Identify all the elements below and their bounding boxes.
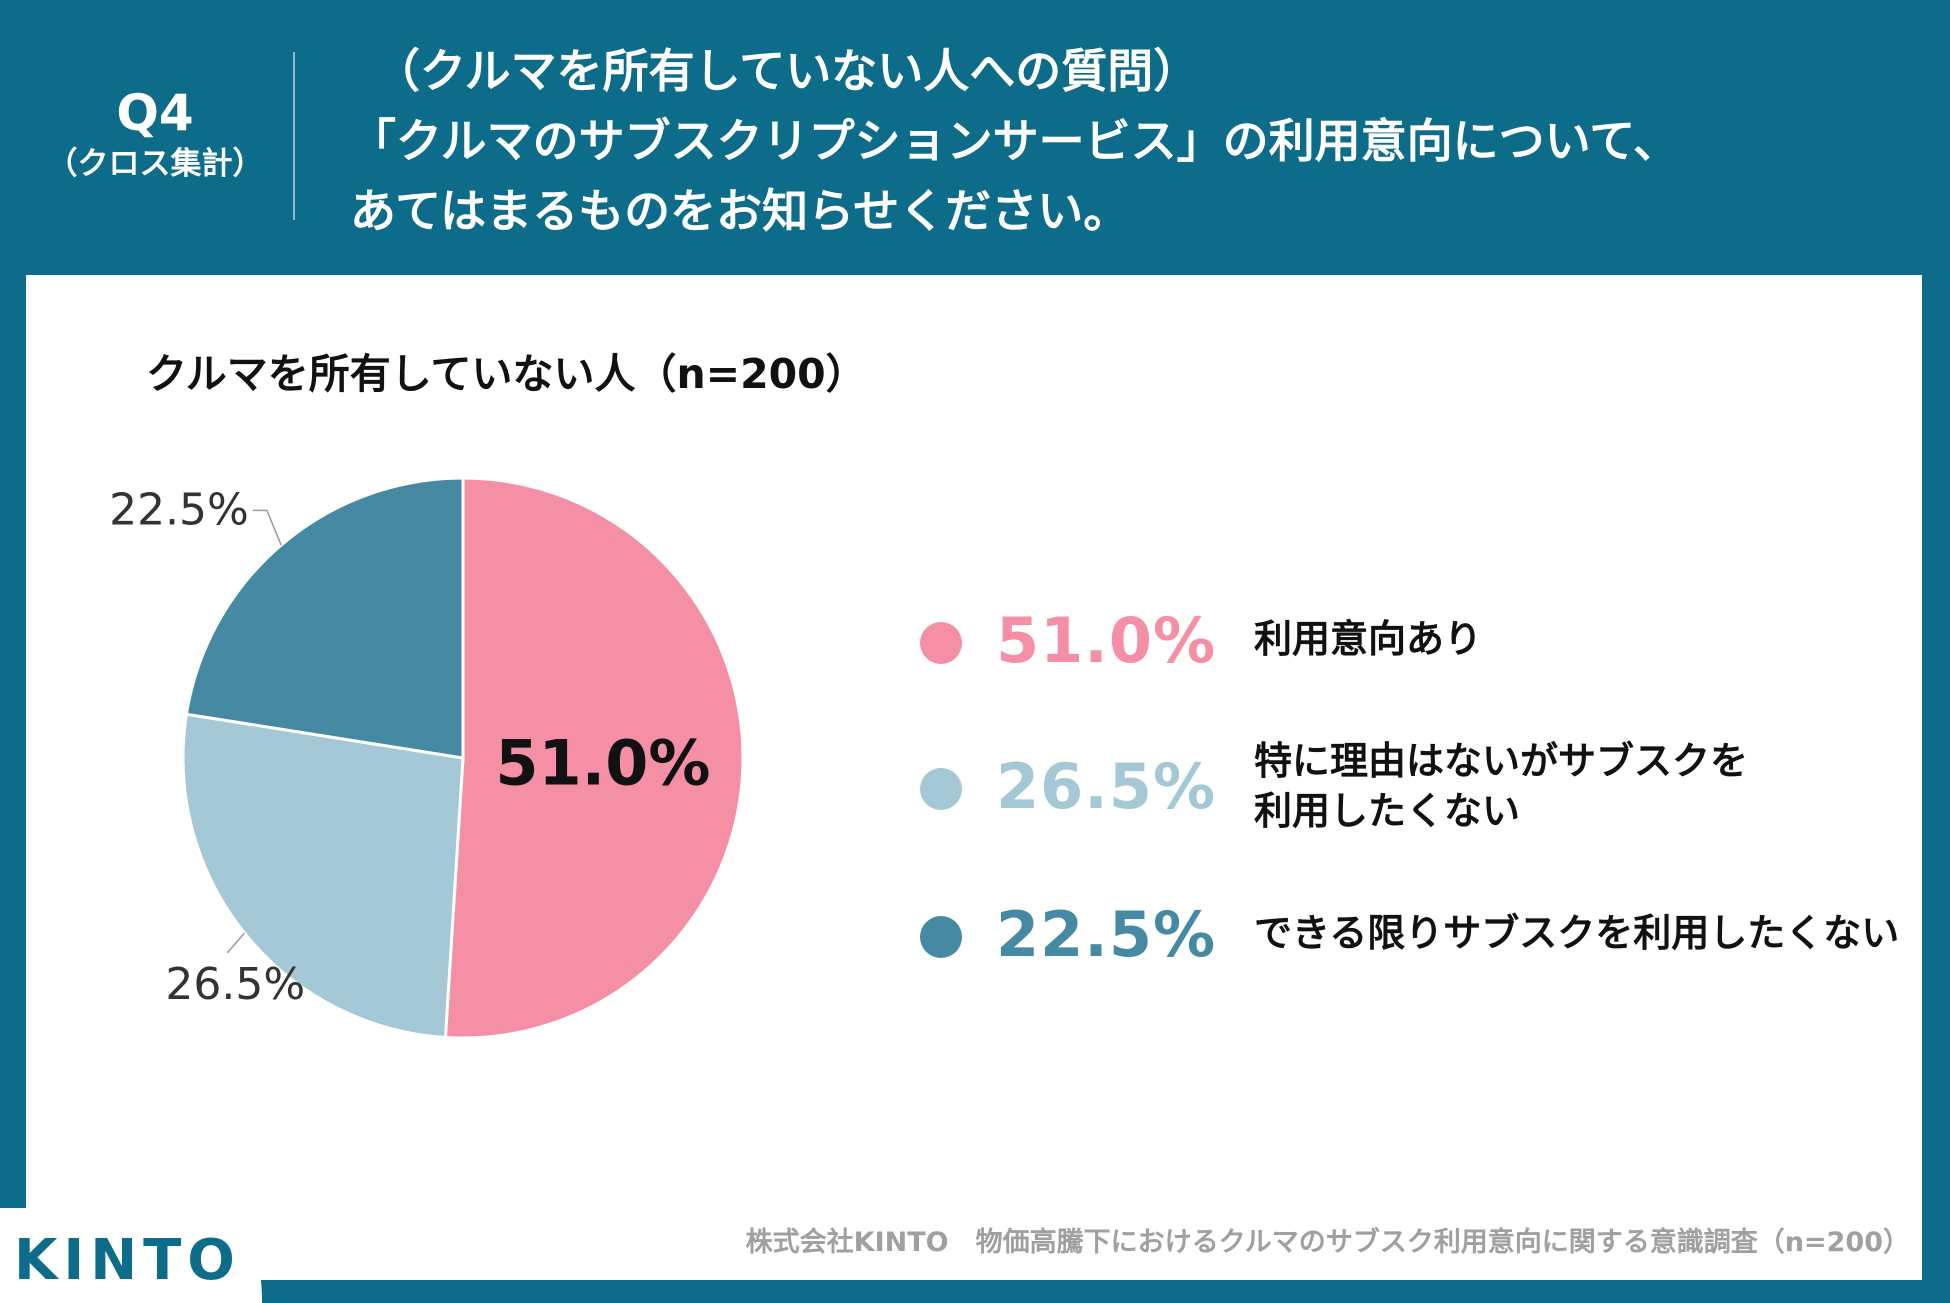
legend-dot-3 (920, 916, 962, 958)
legend-label-1: 利用意向あり (1254, 614, 1482, 664)
legend-label-2-line-2: 利用したくない (1254, 789, 1521, 833)
legend-dot-2 (920, 768, 962, 810)
legend-label-2-line-1: 特に理由はないがサブスクを (1254, 739, 1749, 783)
chart-title: クルマを所有していない人（n=200） (146, 350, 867, 398)
pie-label-1: 51.0% (495, 726, 710, 799)
question-number: Q4 (116, 84, 194, 142)
header-divider (293, 52, 295, 220)
pie-label-3: 22.5% (109, 484, 249, 535)
kinto-logo: KINTO (14, 1228, 241, 1293)
kinto-logo-shape (0, 1208, 262, 1303)
pie-leader-2 (226, 932, 246, 954)
legend-dot-1 (920, 622, 962, 664)
legend-percent-2: 26.5% (996, 750, 1217, 823)
question-line-2: 「クルマのサブスクリプションサービス」の利用意向について、 (350, 114, 1679, 168)
question-line-3: あてはまるものをお知らせください。 (350, 184, 1130, 238)
question-text: （クルマを所有していない人への質問） 「クルマのサブスクリプションサービス」の利… (350, 36, 1910, 246)
legend-percent-3: 22.5% (996, 898, 1217, 971)
legend-label-1-line-1: 利用意向あり (1254, 617, 1483, 661)
header-band: Q4 （クロス集計） （クルマを所有していない人への質問） 「クルマのサブスクリ… (0, 0, 1950, 275)
pie-slice-1 (443, 476, 745, 1040)
pie-label-2: 26.5% (165, 959, 305, 1010)
legend-percent-1: 51.0% (996, 604, 1217, 677)
question-subtitle: （クロス集計） (46, 146, 264, 182)
legend-label-2: 特に理由はないがサブスクを 利用したくない (1254, 736, 1748, 836)
legend-label-3: できる限りサブスクを利用したくない (1254, 908, 1899, 958)
question-line-1: （クルマを所有していない人への質問） (374, 44, 1200, 98)
source-note: 株式会社KINTO 物価高騰下におけるクルマのサブスク利用意向に関する意識調査（… (745, 1227, 1910, 1258)
legend-label-3-line-1: できる限りサブスクを利用したくない (1254, 911, 1900, 955)
pie-leader-3 (252, 509, 282, 546)
pie-slice-3 (184, 476, 465, 760)
question-number-block: Q4 （クロス集計） (30, 84, 280, 186)
